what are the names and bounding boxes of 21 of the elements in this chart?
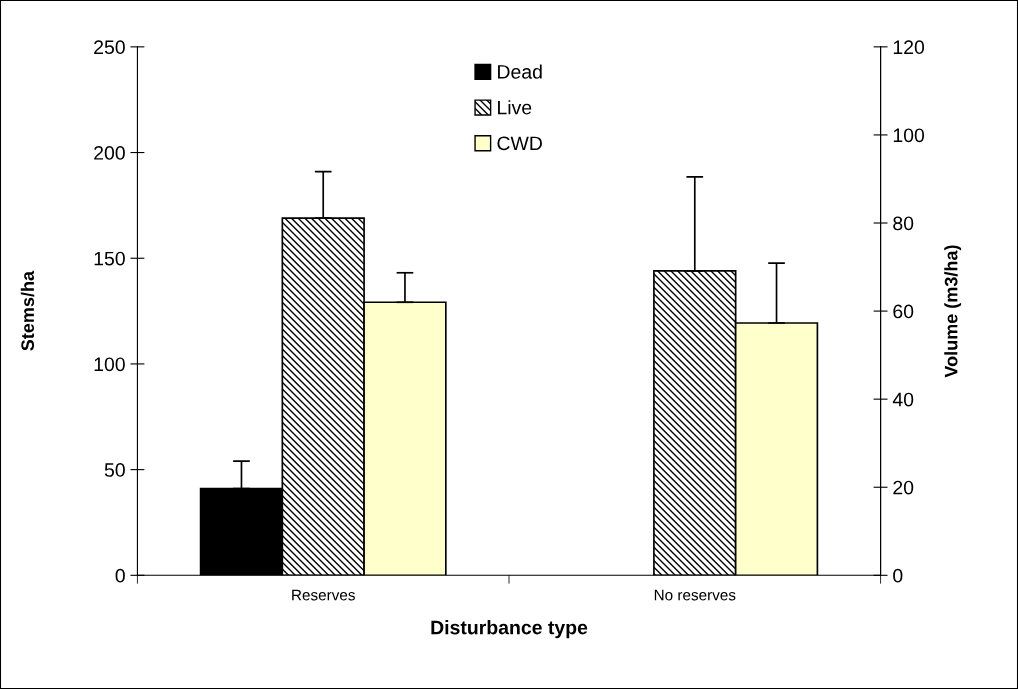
x-axis-title: Disturbance type (431, 620, 588, 639)
y-axis-title: Stems/ha (20, 270, 35, 351)
y2-tick-label: 0 (893, 568, 903, 583)
y2-axis-title: Volume (m3/ha) (944, 245, 962, 378)
y-tick-label: 250 (94, 40, 125, 55)
y-tick-label: 150 (94, 251, 125, 266)
y2-tick-label: 100 (893, 128, 925, 143)
y2-tick-label: 60 (893, 304, 914, 319)
y-tick-label: 100 (94, 357, 125, 372)
y-tick-label: 50 (104, 463, 125, 477)
legend-label: Dead (498, 64, 542, 79)
legend-label: Live (498, 100, 532, 115)
y2-tick-label: 20 (893, 480, 914, 495)
y2-tick-label: 80 (893, 216, 914, 231)
x-tick-label: No reserves (654, 589, 736, 601)
y-tick-label: 0 (115, 568, 125, 583)
legend-label: CWD (497, 136, 542, 151)
y2-tick-label: 120 (893, 40, 925, 55)
y-tick-label: 200 (94, 146, 125, 160)
x-tick-label: Reserves (292, 589, 355, 601)
y2-tick-label: 40 (892, 392, 914, 407)
